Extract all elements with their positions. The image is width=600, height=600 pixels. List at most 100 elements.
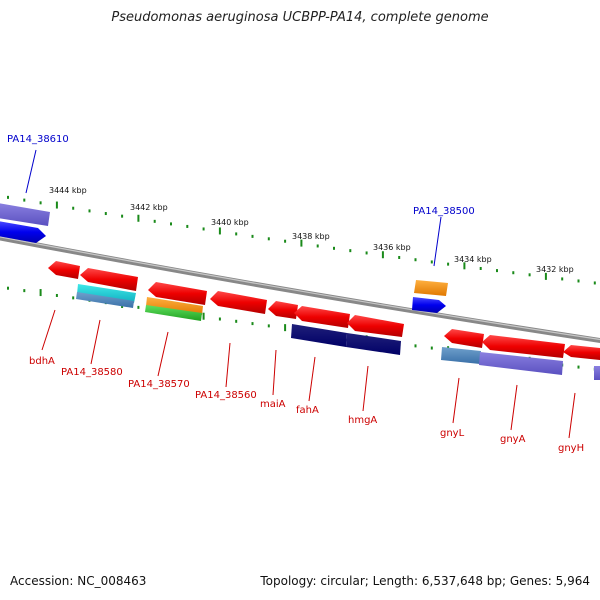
gene-arrow-blue[interactable] (412, 297, 446, 313)
scale-tick-label: 3444 kbp (49, 186, 87, 195)
scale-major-tick (463, 262, 466, 270)
gene-label-bottom[interactable]: gnyA (500, 434, 526, 445)
scale-major-tick (202, 312, 205, 320)
gene-arrow-red[interactable] (482, 335, 565, 358)
scale-dot (349, 249, 352, 253)
gene-label-bottom[interactable]: PA14_38560 (195, 390, 257, 401)
scale-dot (235, 232, 238, 236)
scale-dot (235, 319, 238, 323)
scale-tick-label: 3436 kbp (373, 243, 411, 252)
gene-arrow-orange[interactable] (414, 280, 448, 296)
scale-major-tick (544, 272, 547, 280)
gene-label-bottom[interactable]: PA14_38570 (128, 379, 190, 390)
scale-dot (512, 271, 515, 275)
gene-labels: PA14_38610 PA14_38500 bdhA PA14_38580 PA… (7, 134, 584, 454)
scale-dot (7, 195, 9, 199)
scale-tick-labels: 3444 kbp 3442 kbp 3440 kbp 3438 kbp 3436 kbp… (49, 186, 574, 274)
scale-dot (267, 237, 270, 241)
gene-arrow-red[interactable] (294, 306, 350, 328)
scale-dot (447, 262, 450, 266)
scale-dot (251, 234, 254, 238)
scale-dot (414, 258, 417, 262)
gene-label-bottom[interactable]: gnyH (558, 443, 584, 454)
gene-label-top[interactable]: PA14_38610 (7, 134, 69, 145)
scale-dot (479, 266, 482, 270)
scale-dot (137, 305, 140, 309)
scale-dot (88, 209, 91, 213)
gene-arrow-red[interactable] (210, 291, 267, 314)
reverse-strand-genes (48, 261, 600, 380)
scale-dot (55, 293, 58, 297)
scale-major-tick (284, 324, 287, 332)
scale-dot (365, 251, 368, 255)
gene-arrow-red[interactable] (347, 315, 404, 337)
gene-arrow-blue[interactable] (0, 221, 46, 243)
scale-dot (496, 269, 498, 273)
gene-arrow-steel[interactable] (76, 292, 134, 308)
gene-arrow-purple[interactable] (479, 352, 563, 375)
gene-arrow-purple[interactable] (0, 203, 50, 226)
gene-label-bottom[interactable]: hmgA (348, 415, 377, 426)
scale-dot (316, 244, 319, 248)
scale-dot (267, 324, 270, 328)
scale-dot (577, 365, 580, 369)
scale-dot (333, 246, 335, 250)
map-title: Pseudomonas aeruginosa UCBPP-PA14, compl… (111, 10, 489, 25)
forward-strand-genes (0, 203, 448, 313)
gene-arrow-red[interactable] (48, 261, 80, 279)
scale-dot (23, 289, 26, 293)
scale-major-tick (137, 214, 140, 222)
scale-dot (430, 260, 433, 264)
gene-label-top[interactable]: PA14_38500 (413, 206, 475, 217)
gene-label-bottom[interactable]: maiA (260, 399, 286, 410)
scale-major-tick (218, 227, 221, 235)
scale-dot (202, 227, 205, 231)
scale-dot (121, 214, 124, 218)
scale-dot (561, 277, 564, 281)
gene-arrow-red[interactable] (444, 329, 484, 348)
gene-arrow-red[interactable] (563, 345, 600, 360)
gene-arrow-green[interactable] (145, 305, 202, 321)
gene-label-bottom[interactable]: PA14_38580 (61, 367, 123, 378)
scale-major-tick (381, 251, 384, 259)
scale-dot (39, 201, 42, 205)
scale-dot (218, 317, 221, 321)
scale-tick-label: 3442 kbp (130, 203, 168, 212)
gene-arrow-steel[interactable] (441, 347, 481, 364)
scale-dot (104, 212, 107, 216)
scale-tick-label: 3438 kbp (292, 232, 330, 241)
scale-dot (251, 322, 254, 326)
scale-dot (593, 281, 596, 285)
scale-major-tick (39, 289, 42, 297)
gene-arrow-red[interactable] (268, 301, 298, 319)
scale-dot (398, 255, 401, 259)
gene-leader-lines (25, 149, 576, 439)
topology-text: Topology: circular; Length: 6,537,648 bp… (260, 574, 590, 588)
gene-label-bottom[interactable]: fahA (296, 405, 319, 416)
scale-dot (414, 344, 417, 348)
gene-arrow-purple[interactable] (594, 366, 600, 380)
accession-text: Accession: NC_008463 (10, 574, 147, 588)
scale-dots-outer (7, 195, 596, 285)
gene-arrow-red[interactable] (148, 282, 207, 305)
gene-arrow-navy[interactable] (346, 333, 401, 355)
scale-dot (153, 219, 156, 223)
genome-backbone (0, 235, 600, 344)
scale-dot (186, 224, 189, 228)
scale-dot (23, 198, 26, 202)
scale-major-tick (55, 201, 58, 209)
scale-dot (72, 296, 75, 300)
scale-dot (7, 286, 9, 290)
scale-tick-label: 3440 kbp (211, 218, 249, 227)
scale-dot (430, 346, 433, 350)
gene-label-bottom[interactable]: bdhA (29, 356, 55, 367)
scale-major-tick (300, 239, 303, 247)
gene-arrow-red[interactable] (80, 268, 138, 291)
scale-tick-label: 3432 kbp (536, 265, 574, 274)
gene-arrow-navy[interactable] (291, 324, 347, 347)
gene-arrow-orange[interactable] (146, 297, 203, 315)
gene-arrow-cyan[interactable] (77, 284, 136, 303)
genome-backbone-highlight (0, 236, 600, 341)
gene-label-bottom[interactable]: gnyL (440, 428, 465, 439)
